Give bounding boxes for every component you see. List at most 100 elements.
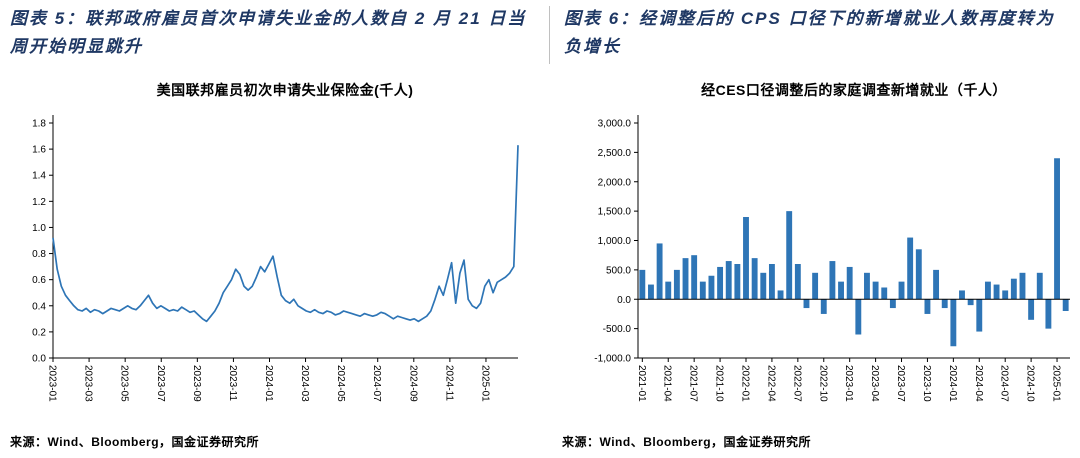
x-tick-label: 2024-11 (443, 365, 454, 401)
x-tick-label: 2023-07 (895, 365, 906, 402)
employment-bar (682, 258, 689, 300)
employment-bar (820, 299, 827, 314)
x-tick-label: 2023-03 (83, 365, 94, 402)
y-tick-label: 0.8 (32, 249, 46, 260)
employment-bar (639, 269, 646, 300)
y-tick-label: 2,000.0 (598, 177, 632, 188)
x-tick-label: 2024-03 (299, 365, 310, 402)
y-tick-label: 1.6 (32, 145, 46, 156)
right-chart-title: 经CES口径调整后的家庭调查新增就业（千人） (701, 82, 1007, 98)
employment-bar (924, 299, 931, 314)
x-tick-label: 2023-07 (155, 365, 166, 402)
employment-bar (665, 281, 672, 300)
x-tick-label: 2023-01 (843, 365, 854, 402)
employment-bar (803, 299, 810, 309)
x-tick-label: 2023-05 (119, 365, 130, 402)
employment-bar (950, 299, 957, 347)
employment-bar (717, 266, 724, 300)
employment-bar (751, 258, 758, 300)
employment-bar (1028, 299, 1035, 320)
panel-divider (549, 6, 550, 64)
y-tick-label: 1.8 (32, 119, 46, 130)
employment-bar (959, 290, 965, 300)
x-tick-label: 2022-07 (791, 365, 802, 402)
x-tick-label: 2025-01 (479, 365, 490, 402)
employment-bar (812, 272, 819, 300)
y-tick-label: 2,500.0 (598, 148, 632, 159)
household-employment-bar-chart: -1,000.0 -500.0 0.0 500.0 1,000.0 1,500.0 2,00… (594, 115, 1070, 402)
y-tick-label: -1,000.0 (594, 354, 631, 365)
employment-bar (708, 275, 715, 300)
y-tick-label: 0.4 (32, 301, 46, 312)
employment-bar (889, 299, 896, 309)
employment-bar (1019, 272, 1026, 300)
x-tick-label: 2021-10 (714, 365, 725, 402)
x-tick-label: 2025-01 (1051, 365, 1062, 402)
right-source-note: 来源：Wind、Bloomberg，国金证券研究所 (562, 435, 812, 449)
employment-bar (846, 266, 853, 300)
employment-bar (1002, 290, 1009, 300)
x-tick-label: 2023-10 (921, 365, 932, 402)
employment-bar (993, 284, 1000, 300)
employment-bar (907, 237, 914, 300)
employment-bar (898, 281, 905, 300)
x-tick-label: 2023-11 (227, 365, 238, 401)
employment-bar (864, 272, 870, 300)
employment-bar (1010, 278, 1017, 300)
left-source-note: 来源：Wind、Bloomberg，国金证券研究所 (10, 435, 260, 449)
employment-bar (743, 217, 749, 300)
figure5-caption: 图表 5：联邦政府雇员首次申请失业金的人数自 2 月 21 日当周开始明显跳升 (10, 9, 527, 57)
employment-bar (1062, 299, 1069, 311)
employment-bar (673, 269, 680, 300)
employment-bar (768, 264, 775, 300)
initial-claims-line-chart: 0.0 0.2 0.4 0.6 0.8 1.0 1.2 1.4 1.6 1.8 2023-01 202… (32, 115, 519, 402)
x-tick-label: 2024-04 (973, 365, 984, 402)
y-tick-label: 0.0 (32, 354, 46, 365)
employment-bar (984, 281, 991, 300)
y-tick-label: 1,500.0 (598, 207, 632, 218)
employment-bar (976, 299, 983, 332)
y-tick-label: 0.0 (617, 295, 631, 306)
employment-bar (734, 264, 741, 300)
y-tick-label: 1.0 (32, 223, 46, 234)
y-tick-label: 3,000.0 (598, 119, 632, 130)
employment-bar (941, 299, 948, 309)
y-tick-label: 1.4 (32, 171, 46, 182)
employment-bar (786, 211, 793, 300)
employment-bar (967, 299, 974, 306)
x-tick-label: 2022-01 (740, 365, 751, 402)
y-tick-label: 0.6 (32, 275, 46, 286)
y-tick-label: 500.0 (606, 265, 631, 276)
y-tick-label: -500.0 (603, 324, 632, 335)
y-tick-label: 0.2 (32, 327, 46, 338)
x-tick-label: 2023-09 (191, 365, 202, 402)
claims-line-series (52, 145, 519, 323)
employment-bar (872, 281, 879, 300)
x-tick-label: 2021-04 (662, 365, 673, 402)
employment-bar (838, 281, 844, 300)
left-chart-title: 美国联邦雇员初次申请失业保险金(千人) (156, 82, 414, 98)
x-tick-label: 2021-07 (688, 365, 699, 402)
x-tick-label: 2022-10 (817, 365, 828, 402)
employment-bar (1036, 272, 1043, 300)
x-tick-label: 2023-01 (47, 365, 58, 402)
x-tick-label: 2024-10 (1025, 365, 1036, 402)
x-tick-label: 2024-07 (999, 365, 1010, 402)
employment-bar (691, 255, 698, 300)
y-tick-label: 1,000.0 (598, 236, 632, 247)
employment-bar (794, 264, 801, 300)
x-tick-label: 2021-01 (636, 365, 647, 402)
figure6-caption: 图表 6：经调整后的 CPS 口径下的新增就业人数再度转为负增长 (564, 9, 1055, 57)
employment-bar (699, 281, 706, 300)
employment-bar (760, 272, 767, 300)
x-tick-label: 2023-04 (869, 365, 880, 402)
x-tick-label: 2024-01 (947, 365, 958, 402)
employment-bar (777, 290, 784, 300)
employment-bar (855, 299, 862, 335)
employment-bar (881, 287, 888, 300)
employment-bar (725, 261, 732, 300)
x-tick-label: 2024-05 (335, 365, 346, 402)
x-tick-label: 2024-01 (263, 365, 274, 402)
x-tick-label: 2022-04 (765, 365, 776, 402)
employment-bar (648, 284, 654, 300)
